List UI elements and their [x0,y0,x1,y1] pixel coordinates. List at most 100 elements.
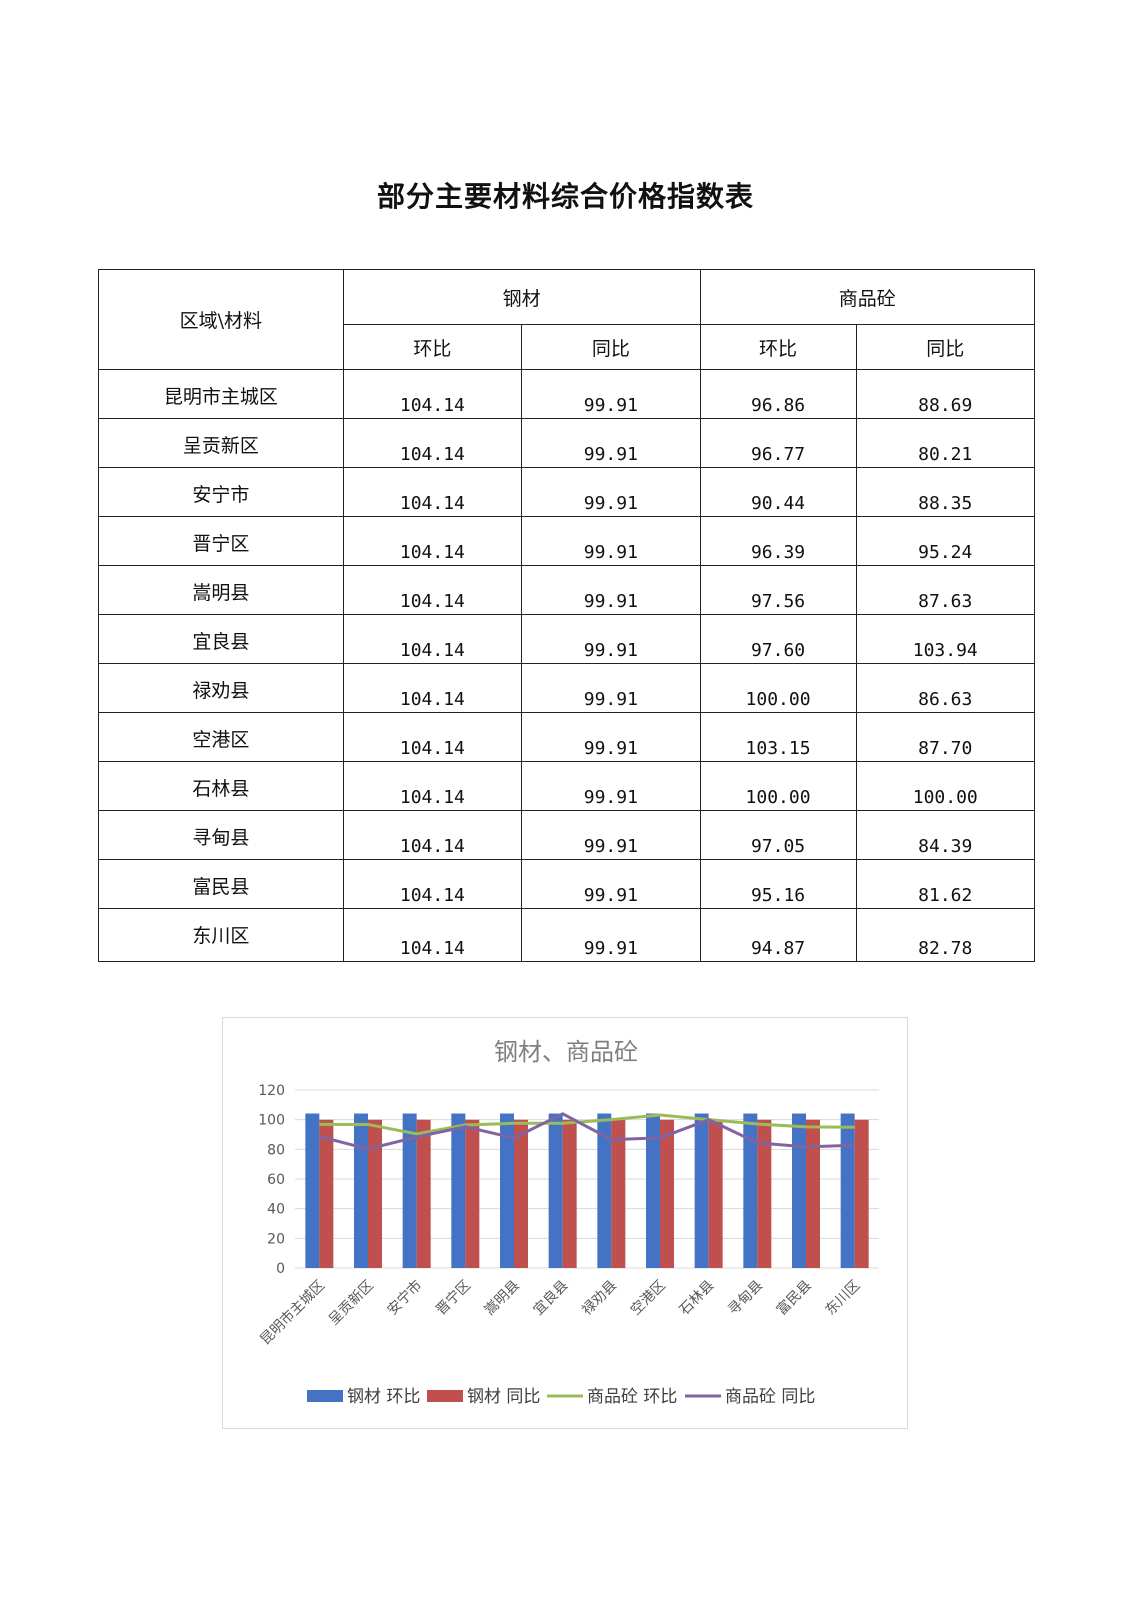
price-index-table: 区域\材料 钢材 商品砼 环比 同比 环比 同比 昆明市主城区 104.14 99.… [98,269,1036,962]
bar [402,1113,417,1268]
region-cell: 富民县 [98,859,344,909]
region-cell: 宜良县 [98,614,344,664]
value-cell: 104.14 [342,614,523,664]
y-tick-label: 20 [267,1231,285,1247]
value-cell: 104.14 [342,908,523,962]
value-cell: 104.14 [342,369,523,419]
value-cell: 99.91 [521,663,701,713]
table-row: 嵩明县 104.14 99.91 97.56 87.63 [98,565,1036,615]
table-row: 空港区 104.14 99.91 103.15 87.70 [98,712,1036,762]
x-tick-label: 宜良县 [530,1278,571,1319]
value-cell: 104.14 [342,516,523,566]
legend-swatch [307,1390,343,1402]
corner-header: 区域\材料 [98,269,344,370]
region-cell: 东川区 [98,908,344,962]
value-cell: 103.94 [855,614,1036,664]
table-row: 昆明市主城区 104.14 99.91 96.86 88.69 [98,369,1036,419]
value-cell: 104.14 [342,810,523,860]
table-row: 宜良县 104.14 99.91 97.60 103.94 [98,614,1036,664]
region-cell: 晋宁区 [98,516,344,566]
chart-title: 钢材、商品砼 [494,1038,638,1066]
table-row: 安宁市 104.14 99.91 90.44 88.35 [98,467,1036,517]
bar [854,1119,869,1268]
value-cell: 97.56 [699,565,857,615]
group-header-concrete: 商品砼 [699,269,1036,325]
x-tick-label: 昆明市主城区 [257,1277,328,1348]
value-cell: 82.78 [855,908,1036,962]
series-line [319,1113,855,1136]
y-tick-label: 100 [258,1113,285,1129]
bar [500,1113,514,1268]
y-tick-label: 80 [267,1142,285,1158]
value-cell: 96.86 [699,369,857,419]
value-cell: 104.14 [342,712,523,762]
value-cell: 86.63 [855,663,1036,713]
value-cell: 81.62 [855,859,1036,909]
table-row: 东川区 104.14 99.91 94.87 82.78 [98,908,1036,962]
value-cell: 99.91 [521,761,701,811]
sub-header: 同比 [521,324,701,370]
value-cell: 100.00 [699,761,857,811]
value-cell: 99.91 [521,516,701,566]
bar [743,1113,758,1268]
value-cell: 87.63 [855,565,1036,615]
bar [451,1113,466,1268]
value-cell: 80.21 [855,418,1036,468]
legend-label: 钢材 环比 [347,1387,420,1407]
y-tick-label: 40 [267,1202,285,1218]
region-cell: 空港区 [98,712,344,762]
value-cell: 104.14 [342,467,523,517]
bar [660,1119,674,1268]
value-cell: 103.15 [699,712,857,762]
bar [597,1113,612,1268]
sub-header: 同比 [855,324,1036,370]
value-cell: 99.91 [521,859,701,909]
x-tick-label: 空港区 [628,1278,669,1319]
value-cell: 104.14 [342,761,523,811]
value-cell: 99.91 [521,467,701,517]
x-tick-label: 东川区 [822,1278,863,1319]
x-tick-label: 呈贡新区 [326,1278,377,1329]
region-cell: 安宁市 [98,467,344,517]
y-tick-label: 60 [267,1172,285,1188]
bar [757,1119,772,1268]
value-cell: 90.44 [699,467,857,517]
legend-label: 钢材 同比 [467,1387,540,1407]
page-title: 部分主要材料综合价格指数表 [376,180,754,213]
value-cell: 99.91 [521,908,701,962]
x-tick-label: 嵩明县 [482,1278,523,1319]
legend-label: 商品砼 环比 [587,1387,677,1407]
bar [840,1113,855,1268]
bar [319,1119,334,1268]
region-cell: 昆明市主城区 [98,369,344,419]
value-cell: 97.05 [699,810,857,860]
legend-label: 商品砼 同比 [725,1387,815,1407]
table-row: 晋宁区 104.14 99.91 96.39 95.24 [98,516,1036,566]
value-cell: 99.91 [521,712,701,762]
bar [708,1119,723,1268]
value-cell: 95.16 [699,859,857,909]
bar [514,1119,528,1268]
value-cell: 97.60 [699,614,857,664]
value-cell: 94.87 [699,908,857,962]
bar [354,1113,368,1268]
value-cell: 95.24 [855,516,1036,566]
table-row: 富民县 104.14 99.91 95.16 81.62 [98,859,1036,909]
bar [548,1113,563,1268]
bar [792,1113,806,1268]
table-row: 石林县 104.14 99.91 100.00 100.00 [98,761,1036,811]
bar [611,1119,626,1268]
bar [562,1119,577,1268]
value-cell: 99.91 [521,565,701,615]
value-cell: 84.39 [855,810,1036,860]
value-cell: 99.91 [521,369,701,419]
bar [465,1119,480,1268]
value-cell: 100.00 [855,761,1036,811]
region-cell: 呈贡新区 [98,418,344,468]
x-tick-label: 寻甸县 [725,1278,766,1319]
series-line [318,1112,855,1151]
x-tick-label: 晋宁区 [432,1277,474,1319]
x-tick-label: 石林县 [676,1278,717,1319]
value-cell: 100.00 [699,663,857,713]
